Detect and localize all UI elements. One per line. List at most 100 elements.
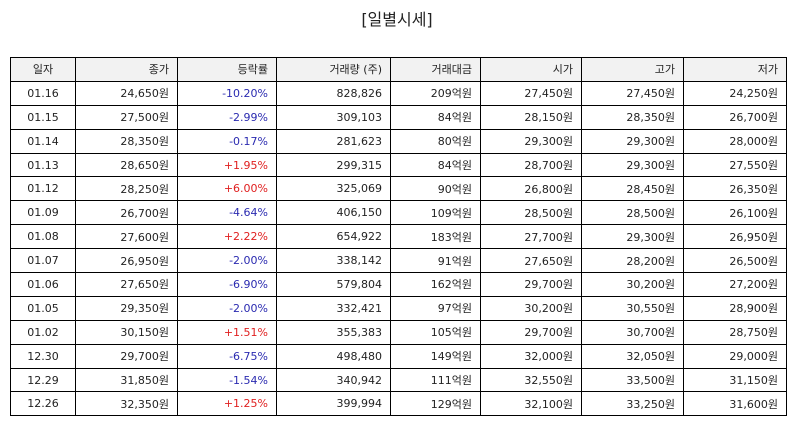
table-cell: 26,950원 — [75, 248, 178, 274]
table-cell: 828,826 — [276, 80, 391, 106]
table-cell: 325,069 — [276, 176, 391, 202]
table-cell: 01.08 — [10, 224, 76, 250]
table-cell: 28,750원 — [683, 319, 787, 345]
table-cell: 01.06 — [10, 272, 76, 297]
table-cell: 90억원 — [390, 176, 481, 202]
table-row: 01.16 24,650원 -10.20% 828,826 209억원 27,450원 27… — [10, 80, 787, 106]
table-cell: 30,200원 — [480, 295, 582, 321]
table-cell: 355,383 — [276, 319, 391, 345]
table-cell: 399,994 — [276, 391, 391, 417]
table-cell: 149억원 — [390, 343, 481, 369]
table-row: 12.29 31,850원 -1.54% 340,942 111억원 32,550원 33,… — [10, 367, 787, 393]
table-cell: 109억원 — [390, 200, 481, 226]
table-cell: 24,250원 — [683, 80, 787, 106]
table-cell: 111억원 — [390, 367, 481, 393]
table-cell: 29,300원 — [480, 128, 582, 154]
table-cell: 27,550원 — [683, 152, 787, 178]
table-cell: 29,000원 — [683, 343, 787, 369]
table-row: 01.14 28,350원 -0.17% 281,623 80억원 29,300원 29,3… — [10, 128, 787, 154]
table-cell: 654,922 — [276, 224, 391, 250]
table-cell: 28,500원 — [480, 200, 582, 226]
table-cell: 27,650원 — [75, 272, 178, 297]
table-cell: -6.90% — [177, 272, 277, 297]
table-cell: 01.12 — [10, 176, 76, 202]
table-cell: -0.17% — [177, 128, 277, 154]
table-cell: 309,103 — [276, 104, 391, 130]
table-cell: 26,950원 — [683, 224, 787, 250]
table-cell: 26,500원 — [683, 248, 787, 274]
table-cell: -2.99% — [177, 104, 277, 130]
price-table: 일자 종가 등락률 거래량 (주) 거래대금 시가 고가 저가 01.16 24,650원 -10… — [10, 57, 787, 417]
table-row: 01.08 27,600원 +2.22% 654,922 183억원 27,700원 29,… — [10, 224, 787, 250]
table-cell: 299,315 — [276, 152, 391, 178]
table-cell: 162억원 — [390, 272, 481, 297]
table-row: 01.09 26,700원 -4.64% 406,150 109억원 28,500원 28,… — [10, 200, 787, 226]
table-row: 01.12 28,250원 +6.00% 325,069 90억원 26,800원 28,4… — [10, 176, 787, 202]
table-row: 12.30 29,700원 -6.75% 498,480 149억원 32,000원 32,… — [10, 343, 787, 369]
table-cell: -10.20% — [177, 80, 277, 106]
table-cell: 31,600원 — [683, 391, 787, 417]
table-cell: 105억원 — [390, 319, 481, 345]
table-cell: -2.00% — [177, 248, 277, 274]
header-cell: 시가 — [480, 57, 582, 82]
table-cell: 28,350원 — [581, 104, 684, 130]
table-cell: 01.13 — [10, 152, 76, 178]
table-cell: 28,000원 — [683, 128, 787, 154]
table-cell: 579,804 — [276, 272, 391, 297]
table-cell: 26,800원 — [480, 176, 582, 202]
table-cell: 29,300원 — [581, 128, 684, 154]
table-cell: 31,150원 — [683, 367, 787, 393]
table-cell: 97억원 — [390, 295, 481, 321]
header-row: 일자 종가 등락률 거래량 (주) 거래대금 시가 고가 저가 — [10, 57, 787, 82]
table-cell: 12.26 — [10, 391, 76, 417]
table-cell: 209억원 — [390, 80, 481, 106]
table-cell: 29,300원 — [581, 224, 684, 250]
table-cell: 30,200원 — [581, 272, 684, 297]
header-cell: 거래량 (주) — [276, 57, 391, 82]
table-cell: 32,550원 — [480, 367, 582, 393]
table-cell: 27,450원 — [581, 80, 684, 106]
table-cell: 01.05 — [10, 295, 76, 321]
header-cell: 등락률 — [177, 57, 277, 82]
table-cell: 01.02 — [10, 319, 76, 345]
table-cell: 01.07 — [10, 248, 76, 274]
table-cell: 28,150원 — [480, 104, 582, 130]
table-cell: 30,700원 — [581, 319, 684, 345]
table-cell: 84억원 — [390, 104, 481, 130]
table-cell: 32,050원 — [581, 343, 684, 369]
table-cell: 32,000원 — [480, 343, 582, 369]
table-cell: 28,650원 — [75, 152, 178, 178]
table-cell: 29,300원 — [581, 152, 684, 178]
header-cell: 거래대금 — [390, 57, 481, 82]
table-cell: 332,421 — [276, 295, 391, 321]
table-row: 01.13 28,650원 +1.95% 299,315 84억원 28,700원 29,3… — [10, 152, 787, 178]
table-cell: 84억원 — [390, 152, 481, 178]
table-cell: 28,350원 — [75, 128, 178, 154]
table-cell: 24,650원 — [75, 80, 178, 106]
header-cell: 고가 — [581, 57, 684, 82]
table-cell: +2.22% — [177, 224, 277, 250]
table-cell: 29,350원 — [75, 295, 178, 321]
table-row: 01.05 29,350원 -2.00% 332,421 97억원 30,200원 30,5… — [10, 295, 787, 321]
table-cell: 32,100원 — [480, 391, 582, 417]
table-row: 01.07 26,950원 -2.00% 338,142 91억원 27,650원 28,2… — [10, 248, 787, 274]
table-cell: 26,700원 — [683, 104, 787, 130]
table-cell: 30,550원 — [581, 295, 684, 321]
table-cell: 26,350원 — [683, 176, 787, 202]
table-row: 01.02 30,150원 +1.51% 355,383 105억원 29,700원 30,… — [10, 319, 787, 345]
table-cell: 498,480 — [276, 343, 391, 369]
table-cell: -2.00% — [177, 295, 277, 321]
table-cell: 27,600원 — [75, 224, 178, 250]
table-cell: 29,700원 — [480, 272, 582, 297]
table-cell: 28,450원 — [581, 176, 684, 202]
table-cell: 28,700원 — [480, 152, 582, 178]
header-cell: 일자 — [10, 57, 76, 82]
table-cell: 406,150 — [276, 200, 391, 226]
table-cell: 340,942 — [276, 367, 391, 393]
table-cell: 281,623 — [276, 128, 391, 154]
table-cell: 01.09 — [10, 200, 76, 226]
table-cell: 91억원 — [390, 248, 481, 274]
table-cell: 27,700원 — [480, 224, 582, 250]
title: [일별시세] — [361, 10, 433, 29]
table-cell: 01.14 — [10, 128, 76, 154]
